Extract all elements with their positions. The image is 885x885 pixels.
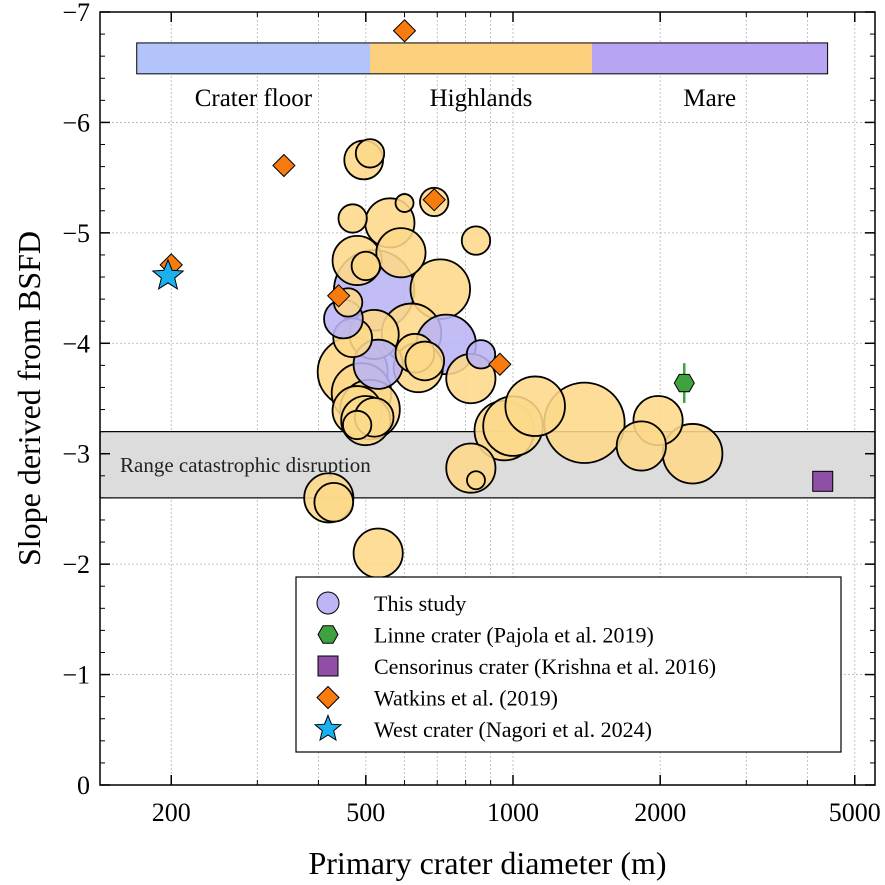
y-tick-label: −3 bbox=[62, 440, 90, 469]
this-study-point bbox=[466, 470, 486, 491]
legend-entry-label: This study bbox=[374, 591, 466, 616]
plot-frame bbox=[99, 11, 876, 786]
axes: 0 −1 −2 −3 −4 −5 −6 −7 200 500 1000 2000 5000 Primary… bbox=[11, 0, 881, 881]
x-tick-label: 200 bbox=[152, 798, 191, 827]
diamond-point bbox=[488, 352, 512, 376]
this-study-point bbox=[504, 375, 566, 437]
x-tick-label: 1000 bbox=[487, 798, 539, 827]
hexagon-point bbox=[673, 373, 695, 393]
y-tick-label: 0 bbox=[77, 771, 90, 800]
y-tick-label: −5 bbox=[62, 219, 90, 248]
y-axis-title: Slope derived from BSFD bbox=[11, 231, 47, 566]
this-study-point bbox=[352, 527, 404, 579]
this-study-point bbox=[342, 409, 373, 441]
legend-entry-label: Censorinus crater (Krishna et al. 2016) bbox=[374, 654, 716, 679]
legend-entry-label: Linne crater (Pajola et al. 2019) bbox=[374, 623, 654, 648]
terrain-band bbox=[370, 42, 592, 74]
x-axis-title: Primary crater diameter (m) bbox=[308, 845, 666, 881]
diamond-point bbox=[272, 153, 296, 178]
y-tick-label: −6 bbox=[62, 108, 90, 137]
terrain-band-outline bbox=[136, 42, 829, 75]
legend-entry-label: West crater (Nagori et al. 2024) bbox=[374, 717, 652, 742]
terrain-band bbox=[591, 42, 828, 74]
this-study-point bbox=[460, 225, 492, 256]
legend-star-icon bbox=[313, 714, 343, 742]
y-tick-label: −4 bbox=[62, 329, 90, 358]
this-study-point bbox=[375, 227, 427, 279]
this-study-point bbox=[394, 193, 415, 213]
this-study-point bbox=[337, 203, 368, 234]
terrain-band-label: Highlands bbox=[430, 85, 533, 112]
legend-circle-icon bbox=[316, 591, 340, 615]
diamond-point bbox=[326, 284, 351, 308]
square-point bbox=[812, 470, 834, 492]
diamond-point bbox=[392, 19, 417, 43]
terrain-band bbox=[136, 42, 371, 74]
legend-hexagon-icon bbox=[317, 625, 339, 644]
terrain-band-label: Mare bbox=[683, 85, 736, 112]
this-study-point bbox=[313, 482, 355, 523]
legend-entry-label: Watkins et al. (2019) bbox=[374, 686, 558, 711]
diamond-point bbox=[422, 188, 446, 212]
this-study-points bbox=[303, 138, 724, 579]
legend-diamond-icon bbox=[316, 685, 340, 710]
legend-square-icon bbox=[317, 655, 339, 677]
y-tick-label: −1 bbox=[62, 661, 90, 690]
y-tick-label: −2 bbox=[62, 550, 90, 579]
this-study-point bbox=[350, 250, 381, 282]
x-tick-label: 5000 bbox=[829, 798, 881, 827]
this-study-point bbox=[404, 340, 446, 382]
literature-points bbox=[151, 19, 834, 492]
this-study-point bbox=[465, 339, 497, 370]
terrain-band-label: Crater floor bbox=[195, 85, 313, 112]
star-point bbox=[151, 258, 185, 291]
x-tick-label: 2000 bbox=[634, 798, 686, 827]
y-tick-label: −7 bbox=[62, 0, 90, 27]
this-study-point bbox=[615, 420, 667, 472]
legend: This study Linne crater (Pajola et al. 20… bbox=[295, 576, 842, 753]
legend-box bbox=[295, 576, 842, 753]
x-tick-label: 500 bbox=[346, 798, 385, 827]
this-study-point bbox=[354, 138, 386, 169]
